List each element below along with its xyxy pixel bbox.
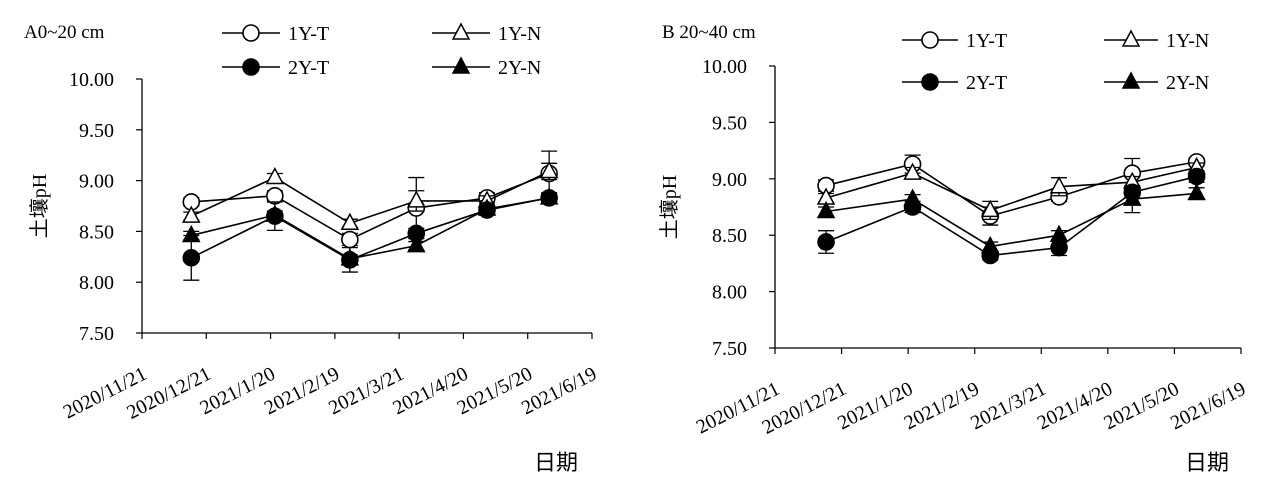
- legend-marker: [451, 22, 471, 40]
- y-tick-label: 9.00: [79, 171, 114, 193]
- series-line: [190, 197, 550, 261]
- data-point: [903, 162, 922, 180]
- x-axis-label: 日期: [1185, 450, 1229, 475]
- series-line: [825, 161, 1197, 217]
- y-tick-label: 10.00: [702, 56, 747, 78]
- legend-item: 2Y-T: [902, 72, 1007, 94]
- x-tick-label: 2021/3/21: [967, 378, 1049, 434]
- y-axis-label: 土壤pH: [658, 175, 681, 239]
- y-tick-label: 10.00: [69, 69, 114, 91]
- y-tick-label: 8.50: [79, 221, 114, 243]
- legend-label: 1Y-T: [288, 23, 329, 45]
- legend-marker: [242, 58, 260, 76]
- legend-item: 2Y-N: [432, 56, 541, 79]
- series-2y-t: [182, 189, 558, 281]
- series-2y-n: [816, 182, 1206, 254]
- legend-label: 2Y-T: [288, 57, 329, 79]
- series-line: [191, 172, 550, 241]
- data-point: [265, 204, 285, 222]
- legend-item: 2Y-N: [1104, 71, 1209, 94]
- series-line: [191, 197, 550, 260]
- legend-marker: [242, 24, 260, 42]
- series-line: [825, 192, 1197, 248]
- legend-label: 2Y-T: [966, 72, 1007, 94]
- data-point: [1050, 238, 1068, 257]
- legend: 1Y-T 1Y-N 2Y-T 2Y-N: [902, 29, 1209, 94]
- data-point: [1187, 167, 1206, 186]
- y-tick-label: 8.00: [712, 282, 747, 304]
- data-point: [340, 212, 360, 231]
- x-tick-label: 2021/6/19: [1167, 378, 1249, 434]
- x-tick-label: 2021/6/19: [518, 363, 600, 419]
- series-1y-n: [182, 160, 559, 231]
- series-1y-n: [816, 156, 1206, 221]
- series-2y-n: [182, 187, 559, 266]
- y-tick-label: 8.50: [712, 225, 747, 247]
- series-2y-t: [817, 167, 1206, 265]
- x-tick-label: 2021/4/20: [1034, 378, 1116, 434]
- data-point: [980, 235, 1000, 254]
- data-point: [477, 198, 497, 216]
- x-tick-label: 2021/2/19: [901, 378, 983, 434]
- legend-marker: [1121, 71, 1141, 89]
- legend-item: 1Y-N: [432, 22, 541, 45]
- data-point: [817, 233, 835, 251]
- y-tick-label: 7.50: [712, 338, 747, 360]
- data-point: [816, 200, 836, 219]
- legend-item: 1Y-T: [222, 23, 329, 45]
- legend-item: 1Y-N: [1104, 29, 1209, 52]
- legend-label: 2Y-N: [498, 57, 541, 79]
- legend-marker: [921, 31, 939, 49]
- y-tick-label: 9.00: [712, 169, 747, 191]
- data-point: [980, 199, 1000, 218]
- data-point: [182, 205, 201, 223]
- data-point: [182, 224, 201, 243]
- series-line: [825, 175, 1197, 257]
- data-point: [1049, 176, 1069, 194]
- series-line: [825, 166, 1197, 212]
- data-point: [407, 190, 426, 208]
- legend: 1Y-T 1Y-N 2Y-T 2Y-N: [222, 22, 541, 79]
- legend-label: 1Y-N: [1166, 30, 1209, 52]
- data-point: [1049, 224, 1069, 242]
- data-point: [182, 249, 201, 267]
- data-point: [539, 187, 559, 205]
- y-tick-label: 8.00: [79, 272, 114, 294]
- panel-a: 7.508.008.509.009.5010.002020/11/212020/…: [24, 22, 600, 475]
- x-tick-label: 2021/1/20: [834, 378, 916, 434]
- legend-label: 2Y-N: [1166, 72, 1209, 94]
- legend-marker: [451, 56, 471, 74]
- data-point: [407, 235, 426, 253]
- data-point: [1123, 188, 1142, 206]
- series-line: [190, 170, 550, 225]
- data-point: [539, 160, 559, 179]
- data-point: [903, 188, 922, 206]
- legend-item: 1Y-T: [902, 30, 1007, 52]
- data-point: [265, 166, 285, 185]
- legend-marker: [1121, 29, 1141, 47]
- y-tick-label: 9.50: [712, 112, 747, 134]
- data-point: [340, 248, 360, 266]
- y-axis-label: 土壤pH: [28, 174, 51, 238]
- y-tick-label: 7.50: [79, 323, 114, 345]
- legend-marker: [921, 73, 939, 91]
- panel-title: B 20~40 cm: [662, 22, 756, 43]
- data-point: [341, 230, 359, 249]
- data-point: [1187, 182, 1206, 201]
- panel-title: A0~20 cm: [24, 22, 105, 43]
- y-tick-label: 9.50: [79, 120, 114, 142]
- panel-b: 7.508.008.509.009.5010.002020/11/212020/…: [658, 22, 1249, 475]
- x-axis-label: 日期: [534, 450, 578, 475]
- legend-label: 1Y-N: [498, 23, 541, 45]
- legend-label: 1Y-T: [966, 30, 1007, 52]
- legend-item: 2Y-T: [222, 57, 329, 79]
- x-tick-label: 2021/5/20: [1100, 378, 1182, 434]
